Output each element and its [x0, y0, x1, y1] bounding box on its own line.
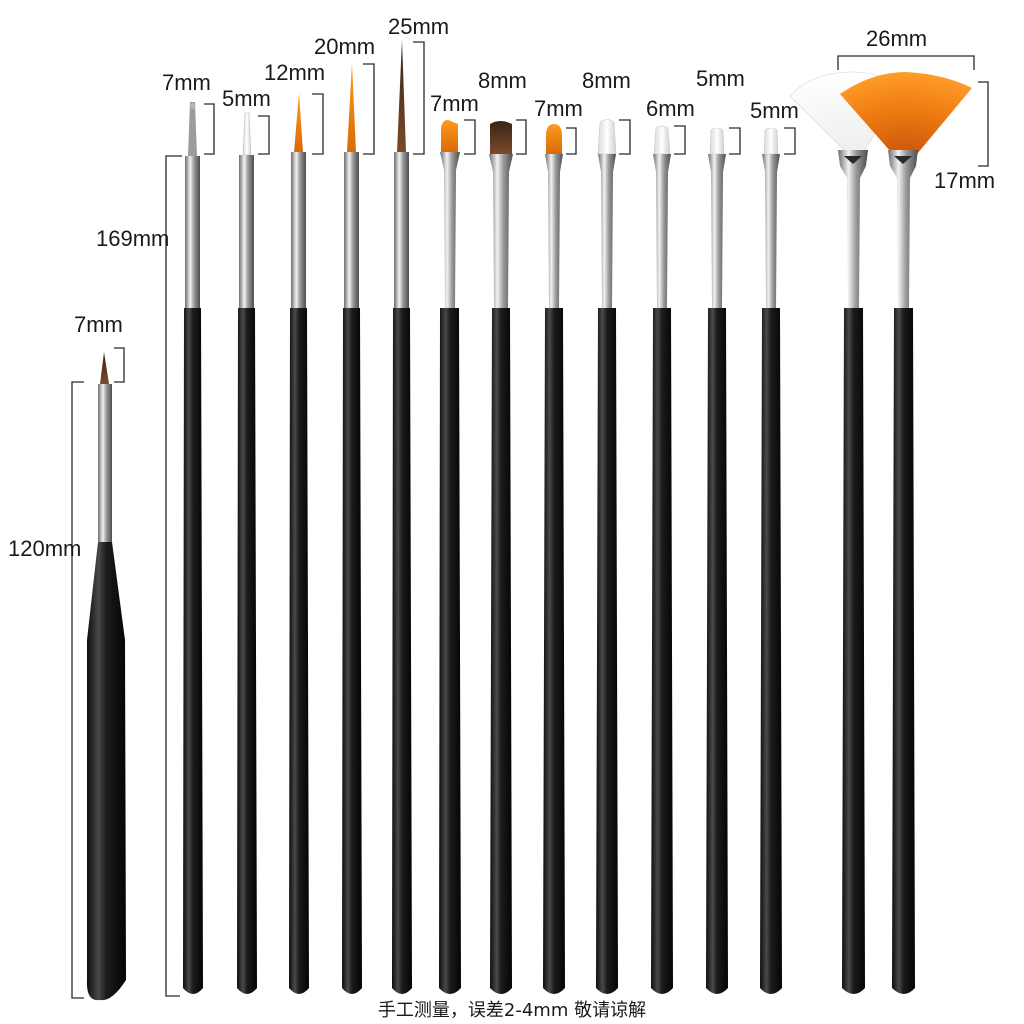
brush-flat-6mm-white [651, 125, 673, 994]
b4-bracket [363, 63, 375, 155]
b6-label: 7mm [430, 91, 479, 116]
ferrule [291, 152, 306, 308]
bristle-tip [189, 103, 196, 109]
ferrule [239, 155, 254, 308]
brush-liner-5mm-white [237, 112, 257, 994]
b2-label: 5mm [222, 86, 271, 111]
handle [596, 308, 618, 994]
short-brush-handle [86, 542, 126, 1001]
ferrule [653, 154, 671, 308]
brush-flat-5mm-white-b [760, 127, 782, 994]
short-brush [86, 352, 126, 1001]
handle [543, 308, 565, 994]
brush-flat-8mm-white [596, 119, 618, 994]
handle [760, 308, 782, 994]
brush-angled-7mm-orange [439, 120, 461, 994]
handle [439, 308, 461, 994]
b5-label: 25mm [388, 14, 449, 39]
short-brush-ferrule [98, 384, 112, 542]
short-tip-bracket [114, 347, 125, 383]
bristle [709, 127, 725, 155]
b3-label: 12mm [264, 60, 325, 85]
brush-fan-white [789, 71, 901, 994]
handle [342, 308, 362, 994]
b10-bracket [674, 125, 686, 155]
ferrule-detail [844, 156, 862, 164]
bristle [188, 102, 197, 156]
b7-bracket [516, 119, 527, 155]
ferrule [394, 152, 409, 308]
handle [842, 308, 865, 994]
b6-bracket [464, 119, 476, 155]
brush-fan-orange [840, 72, 972, 994]
b8-bracket [566, 127, 577, 155]
bristle [397, 40, 406, 152]
handle [892, 308, 915, 994]
long-body-label: 169mm [96, 226, 169, 251]
ferrule [762, 154, 780, 308]
ferrule [185, 156, 200, 308]
handle [237, 308, 257, 994]
b12-label: 5mm [750, 98, 799, 123]
brush-liner-25mm-brown [392, 40, 412, 994]
ferrule [888, 150, 918, 308]
short-body-label: 120mm [8, 536, 81, 561]
bristle [840, 72, 972, 160]
b3-bracket [312, 93, 324, 155]
handle [392, 308, 412, 994]
ferrule [838, 150, 868, 308]
b10-label: 6mm [646, 96, 695, 121]
brush-liner-12mm-orange [289, 93, 309, 994]
long-body-bracket [165, 155, 182, 997]
b8-label: 7mm [534, 96, 583, 121]
fan-height-label: 17mm [934, 168, 995, 193]
short-brush-bristle [100, 352, 109, 384]
ferrule [440, 152, 460, 308]
b11-label: 5mm [696, 66, 745, 91]
short-body-bracket [71, 381, 84, 999]
ferrule [598, 154, 616, 308]
bristle [763, 127, 779, 155]
bristle [597, 119, 617, 155]
b9-bracket [619, 119, 631, 155]
bristle [490, 121, 512, 154]
b1-bracket [204, 103, 215, 155]
fan-width-bracket [837, 55, 975, 70]
measurement-note: 手工测量，误差2-4mm 敬请谅解 [378, 1000, 646, 1021]
ferrule [545, 154, 563, 308]
b9-label: 8mm [582, 68, 631, 93]
bristle [653, 125, 671, 155]
b4-label: 20mm [314, 34, 375, 59]
handle [183, 308, 203, 994]
short-tip-label: 7mm [74, 312, 123, 337]
bristle [546, 124, 562, 154]
handle [651, 308, 673, 994]
b1-label: 7mm [162, 70, 211, 95]
ferrule [708, 154, 726, 308]
brush-liner-20mm-orange [342, 63, 362, 994]
bristle [441, 120, 458, 152]
ferrule [489, 154, 513, 308]
brush-round-7mm-orange [543, 124, 565, 994]
ferrule-detail [894, 156, 912, 164]
b11-bracket [729, 127, 741, 155]
fan-width-label: 26mm [866, 26, 927, 51]
handle [289, 308, 309, 994]
brush-flat-8mm-brown [489, 121, 513, 994]
b2-bracket [258, 115, 270, 155]
b5-bracket [413, 41, 425, 155]
bristle [347, 63, 356, 152]
fan-height-bracket [978, 81, 989, 167]
b7-label: 8mm [478, 68, 527, 93]
b12-bracket [784, 127, 796, 155]
brush-liner-7mm-gray [183, 102, 203, 994]
brush-flat-5mm-white [706, 127, 728, 994]
bristle [242, 112, 252, 156]
handle [490, 308, 512, 994]
bristle [294, 93, 303, 152]
ferrule [344, 152, 359, 308]
handle [706, 308, 728, 994]
